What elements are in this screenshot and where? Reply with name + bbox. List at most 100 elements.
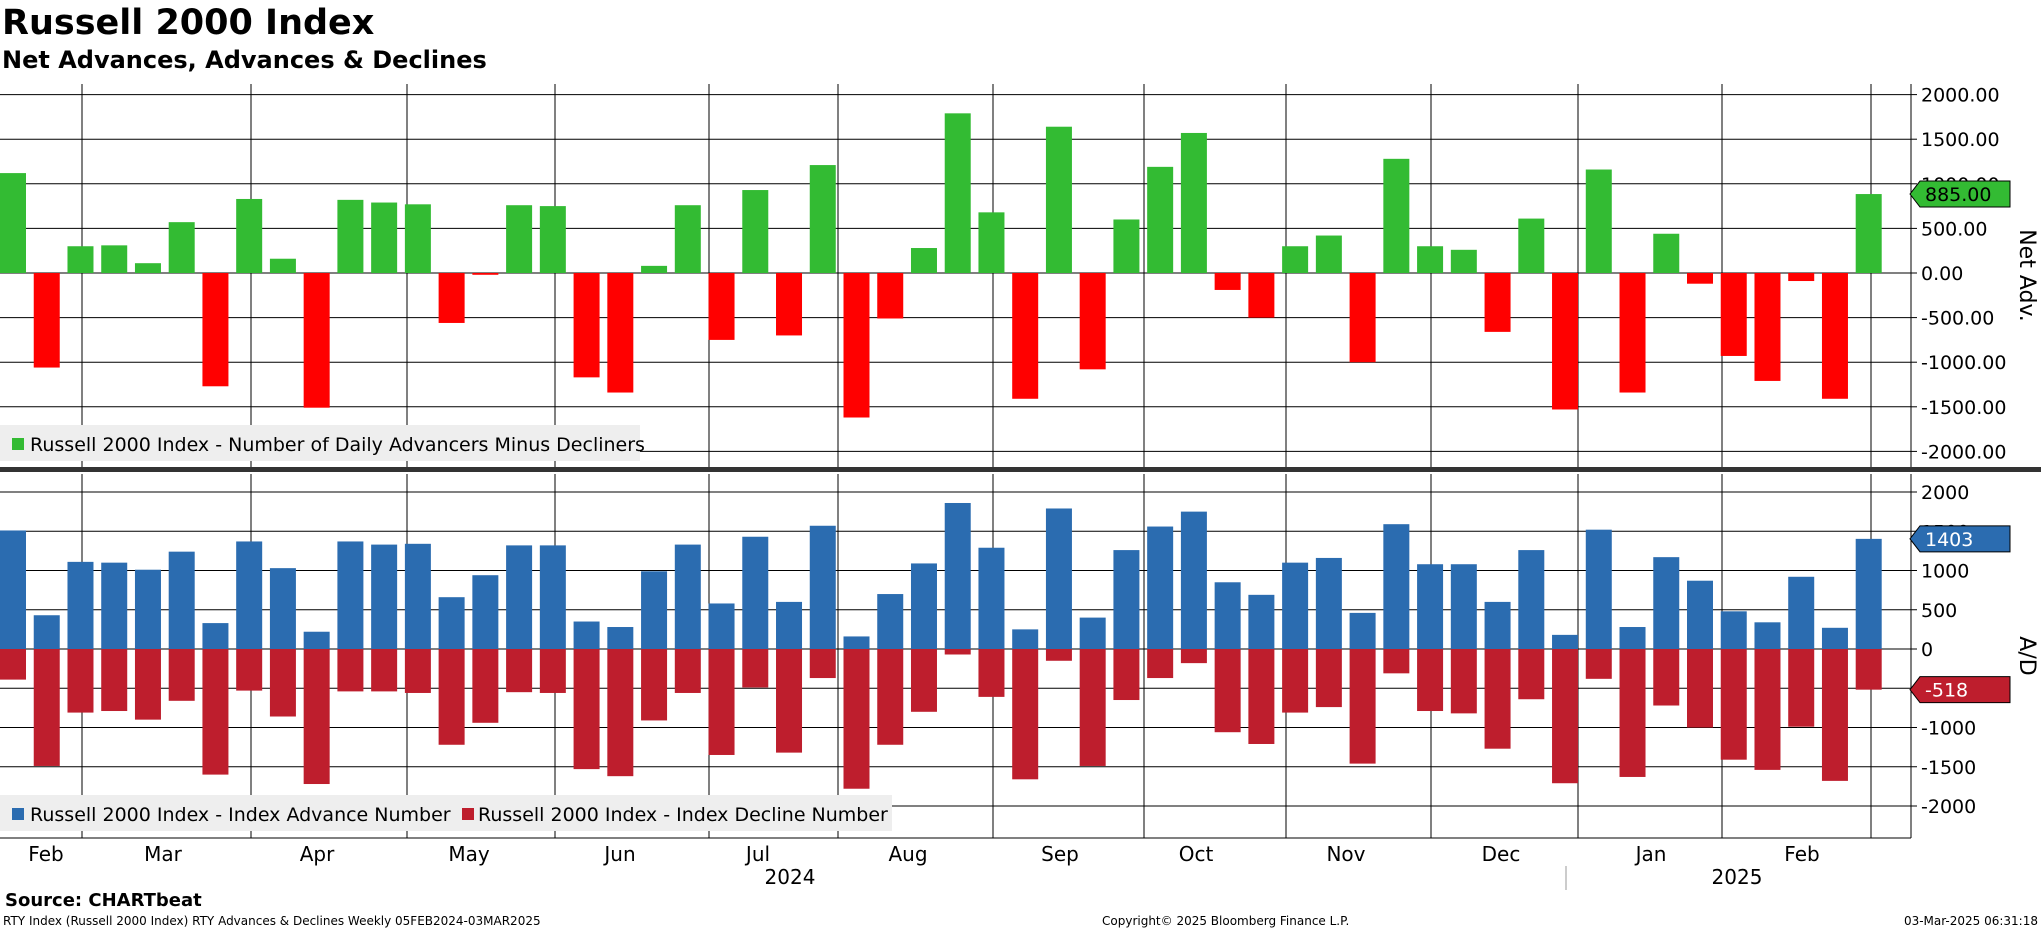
decline-bar (1417, 649, 1444, 712)
decline-bar (472, 649, 499, 723)
x-month-label: Nov (1326, 842, 1365, 866)
advance-bar (1383, 524, 1410, 649)
decline-bar (1349, 649, 1376, 764)
advance-bar (776, 601, 803, 649)
source-note: Source: CHARTbeat (5, 890, 202, 911)
net-adv-bar (1788, 273, 1815, 282)
advance-bar (1720, 611, 1747, 649)
x-year-label: 2025 (1712, 865, 1763, 889)
decline-bar (1585, 649, 1612, 679)
advance-bar (1079, 617, 1106, 649)
top-ytick-label: -1000.00 (1921, 352, 2006, 374)
net-adv-bar (1113, 219, 1140, 273)
advance-bar (472, 575, 499, 649)
advance-bar (1855, 538, 1882, 649)
decline-bar (1248, 649, 1275, 744)
net-adv-bar (134, 263, 161, 273)
decline-bar (1147, 649, 1174, 679)
top-ytick-label: -2000.00 (1921, 441, 2006, 463)
advance-bar (1180, 511, 1207, 649)
x-month-label: Sep (1041, 842, 1079, 866)
net-adv-last-value: 885.00 (1925, 184, 1991, 206)
decline-bar (303, 649, 330, 785)
chart-title: Russell 2000 Index (2, 3, 375, 43)
decline-bar (1315, 649, 1342, 708)
decline-bar (809, 649, 836, 679)
net-adv-bar (1754, 273, 1781, 381)
net-adv-bar (843, 273, 870, 418)
advance-bar (337, 541, 364, 649)
x-month-label: Jun (602, 842, 635, 866)
decline-bar (404, 649, 431, 693)
top-legend-label: Russell 2000 Index - Number of Daily Adv… (30, 434, 645, 456)
advance-bar (742, 536, 769, 649)
advance-bar (1484, 601, 1511, 649)
footer-copyright: Copyright© 2025 Bloomberg Finance L.P. (1102, 914, 1350, 928)
decline-bar (506, 649, 533, 693)
decline-bar (1282, 649, 1309, 713)
decline-bar (1754, 649, 1781, 770)
x-month-label: Feb (1784, 842, 1819, 866)
chart-subtitle: Net Advances, Advances & Declines (2, 46, 487, 74)
advance-bar (33, 615, 60, 649)
net-adv-bar (1552, 273, 1579, 410)
decline-bar (910, 649, 937, 712)
advance-bar (1518, 550, 1545, 649)
advance-bar (1619, 627, 1646, 649)
decline-bar (978, 649, 1005, 697)
decline-bar (33, 649, 60, 766)
x-month-label: May (448, 842, 490, 866)
net-adv-last-value-box (1909, 180, 2011, 208)
advance-bar (607, 627, 634, 649)
advance-bar (1653, 557, 1680, 649)
net-adv-bar (1518, 218, 1545, 273)
advance-bar (1754, 622, 1781, 649)
advance-bar (708, 603, 735, 649)
advance-bar (438, 597, 465, 649)
net-adv-bar (910, 248, 937, 273)
decline-bar (1687, 649, 1713, 728)
net-adv-bar (978, 212, 1005, 273)
decline-bar (1788, 649, 1815, 727)
net-adv-bar (337, 199, 364, 273)
net-adv-bar (944, 113, 971, 273)
advance-bar (101, 562, 128, 649)
advance-bar (1045, 508, 1072, 649)
top-legend-bg (0, 425, 640, 461)
advance-bar (539, 545, 566, 649)
net-adv-bar (1450, 249, 1477, 273)
bottom-ytick-label: -1500 (1921, 757, 1976, 779)
net-adv-bar (236, 198, 263, 273)
x-month-label: Aug (888, 842, 927, 866)
net-adv-bar (1147, 166, 1174, 273)
decline-bar (1720, 649, 1747, 760)
advance-bar (371, 544, 398, 649)
decline-bar (0, 649, 26, 680)
top-ytick-label: 2000.00 (1921, 85, 2000, 107)
decline-bar (371, 649, 398, 692)
net-adv-bar (1079, 273, 1106, 370)
advance-bar (404, 543, 431, 649)
net-adv-bar (1349, 273, 1376, 363)
advance-bar (303, 631, 330, 649)
advance-bar (573, 621, 600, 649)
net-adv-bar (1585, 169, 1612, 273)
decline-bar (607, 649, 634, 777)
footer-left: RTY Index (Russell 2000 Index) RTY Advan… (3, 914, 541, 928)
advance-last-value: 1403 (1925, 529, 1973, 551)
advance-bar (506, 545, 533, 649)
advance-bar (1147, 526, 1174, 649)
advance-bar (1417, 564, 1444, 649)
decline-bar (1012, 649, 1039, 780)
decline-bar (843, 649, 870, 789)
decline-bar (1214, 649, 1241, 733)
advance-bar (202, 623, 229, 649)
top-y-axis-title: Net Adv. (2014, 229, 2039, 322)
x-month-label: Mar (144, 842, 183, 866)
x-month-label: Apr (300, 842, 335, 866)
net-adv-bar (708, 273, 735, 340)
net-adv-bar (674, 205, 701, 273)
advance-bar (1687, 580, 1713, 649)
decline-bar (1450, 649, 1477, 714)
